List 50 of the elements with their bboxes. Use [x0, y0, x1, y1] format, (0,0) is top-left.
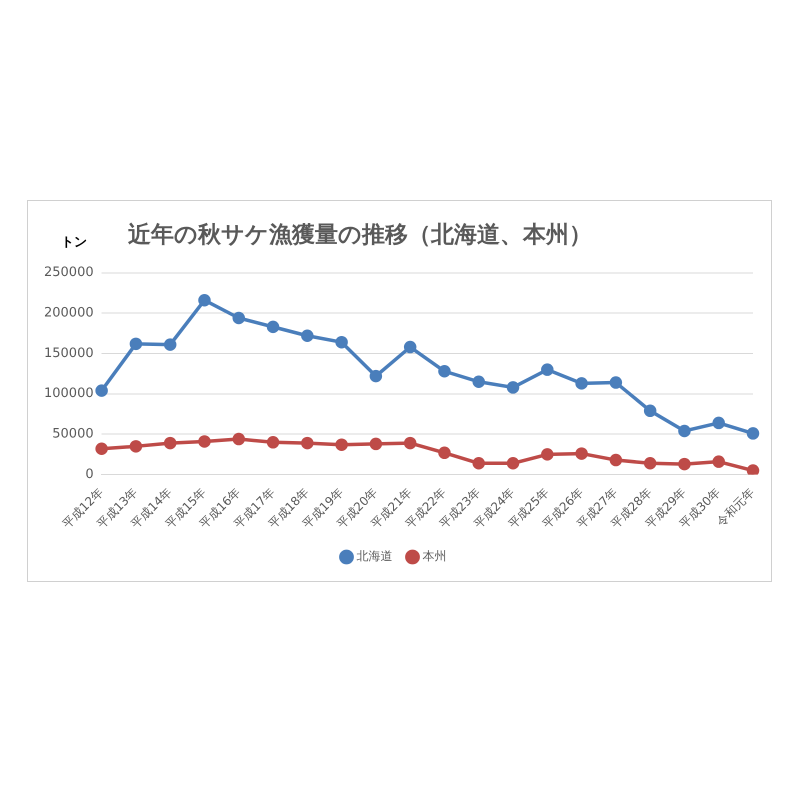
- point: [610, 376, 622, 389]
- point: [678, 424, 691, 438]
- y-tick-label: 150000: [44, 346, 94, 361]
- point: [678, 458, 691, 470]
- point: [232, 312, 246, 324]
- point: [438, 365, 451, 378]
- y-tick-label: 50000: [52, 426, 94, 442]
- y-tick-label: 250000: [44, 265, 94, 280]
- point: [335, 438, 348, 451]
- point: [130, 440, 142, 453]
- point: [506, 381, 520, 394]
- point: [370, 438, 382, 450]
- point: [472, 376, 485, 388]
- point: [301, 436, 314, 450]
- y-axis-title: トン: [61, 234, 87, 251]
- point: [644, 457, 656, 470]
- point: [541, 448, 554, 461]
- point: [506, 457, 520, 470]
- point: [712, 455, 725, 468]
- point: [370, 370, 382, 382]
- y-tick-label: 0: [85, 466, 94, 482]
- chart-title: 近年の秋サケ漁獲量の推移（北海道、本州）: [128, 221, 592, 250]
- point: [198, 294, 211, 306]
- point: [301, 330, 314, 342]
- legend-label: 北海道: [356, 549, 392, 564]
- point: [164, 338, 176, 351]
- point: [575, 377, 588, 390]
- point: [335, 336, 348, 348]
- point: [575, 447, 588, 460]
- point: [610, 454, 622, 466]
- point: [472, 457, 485, 470]
- point: [95, 442, 108, 455]
- point: [746, 464, 760, 475]
- point: [232, 432, 246, 446]
- point: [712, 416, 725, 430]
- point: [266, 436, 280, 449]
- y-tick-label: 200000: [44, 306, 94, 321]
- point: [198, 435, 211, 448]
- point: [438, 446, 451, 460]
- point: [541, 363, 554, 376]
- point: [746, 427, 760, 440]
- point: [404, 436, 416, 450]
- point: [266, 320, 280, 334]
- point: [404, 340, 416, 354]
- point: [95, 384, 108, 397]
- point: [164, 436, 176, 450]
- point: [644, 404, 656, 418]
- point: [130, 338, 142, 350]
- y-tick-label: 100000: [44, 386, 94, 402]
- legend-label: 本州: [422, 549, 446, 564]
